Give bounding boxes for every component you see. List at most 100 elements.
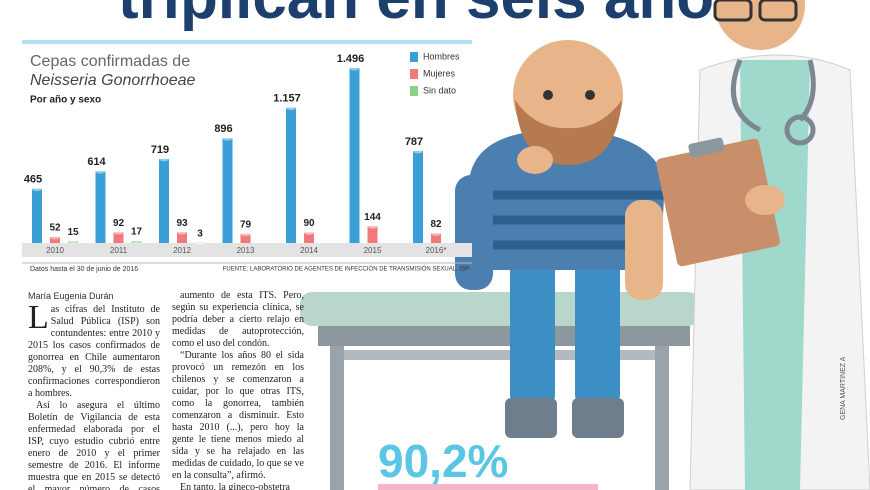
glasses: [713, 0, 753, 22]
x-tick-label: 2016*: [426, 246, 447, 255]
paragraph: “Durante los años 80 el sida provocó un …: [172, 350, 304, 481]
leg: [510, 255, 555, 405]
data-label: 1.496: [337, 53, 365, 65]
data-label: 79: [240, 219, 252, 230]
paragraph: aumento de esta ITS. Pero, según su expe…: [172, 290, 304, 349]
data-label: 896: [214, 123, 232, 135]
bar-cap: [349, 65, 360, 71]
data-label: 90: [303, 218, 315, 229]
bar-cap: [367, 223, 378, 229]
x-tick-label: 2012: [173, 246, 191, 255]
x-tick-label: 2014: [300, 246, 318, 255]
bar: [177, 232, 187, 243]
bar: [286, 107, 296, 243]
credit: GENA MARTINEZ A: [840, 356, 847, 420]
note: Datos hasta el 30 de junio de 2016: [30, 266, 138, 273]
shoe: [572, 398, 624, 438]
bed-leg: [330, 346, 344, 490]
chart-title: Cepas confirmadas de: [30, 53, 190, 70]
bar: [131, 241, 142, 243]
legend-label: Hombres: [423, 51, 460, 61]
data-label: 52: [49, 223, 61, 234]
bar-cap: [113, 229, 124, 235]
data-label: 787: [405, 136, 423, 148]
data-label: 1.157: [273, 93, 301, 105]
legend-label: Sin dato: [423, 85, 456, 95]
bar-cap: [304, 229, 314, 235]
bed-bar: [344, 350, 655, 360]
head: [715, 0, 805, 50]
bar-cap: [286, 105, 296, 111]
bar: [222, 138, 233, 243]
bar: [32, 188, 42, 243]
hand: [745, 185, 785, 215]
bar: [50, 236, 60, 243]
chart-title-italic: Neisseria Gonorrhoeae: [30, 72, 196, 89]
bar-cap: [222, 135, 233, 141]
baseline-band: [22, 243, 472, 257]
data-label: 614: [87, 156, 106, 168]
glasses: [758, 0, 798, 22]
data-label: 719: [151, 144, 169, 156]
bar: [240, 233, 251, 243]
author: María Eugenia Durán: [28, 291, 114, 301]
article-column: Las cifras del Instituto de Salud Públic…: [28, 304, 160, 490]
bar: [68, 241, 78, 243]
bar: [431, 233, 441, 243]
bar-cap: [32, 186, 42, 192]
stethoscope: [784, 114, 816, 146]
data-label: 3: [197, 228, 203, 239]
bar-cap: [240, 231, 251, 237]
x-tick-label: 2013: [237, 246, 255, 255]
eye: [543, 90, 553, 100]
data-label: 144: [364, 212, 381, 223]
bar: [304, 232, 314, 243]
callout-strip: [378, 484, 598, 490]
clip: [688, 137, 725, 158]
x-tick-label: 2010: [46, 246, 64, 255]
arm: [455, 175, 493, 290]
article-column: aumento de esta ITS. Pero, según su expe…: [172, 290, 304, 490]
data-label: 92: [113, 218, 125, 229]
clipboard: [656, 137, 780, 267]
x-tick-label: 2011: [110, 246, 128, 255]
shoe: [505, 398, 557, 438]
eye: [585, 90, 595, 100]
headline: triplican en seis años: [118, 0, 749, 33]
source: FUENTE: LABORATORIO DE AGENTES DE INFECC…: [223, 266, 471, 273]
data-label: 465: [24, 174, 42, 186]
data-label: 15: [67, 227, 79, 238]
hand: [517, 146, 553, 174]
legend-marker: [410, 52, 418, 62]
data-label: 82: [430, 219, 442, 230]
bed-leg: [655, 346, 669, 490]
bar-cap: [68, 238, 78, 244]
chart: Cepas confirmadas de Neisseria Gonorrhoe…: [22, 40, 472, 273]
bar-cap: [95, 168, 106, 174]
paragraph: Así lo asegura el último Boletín de Vigi…: [28, 400, 160, 490]
legend-marker: [410, 86, 418, 96]
data-label: 17: [131, 227, 143, 238]
chart-subtitle: Por año y sexo: [30, 95, 101, 106]
bed-frame: [318, 326, 690, 346]
legend-label: Mujeres: [423, 68, 456, 78]
clipboard-board: [656, 138, 780, 267]
paragraph: En tanto, la gineco-obstetra: [180, 482, 290, 490]
legend-marker: [410, 69, 418, 79]
bar: [367, 226, 378, 243]
bar: [413, 150, 423, 243]
bar-cap: [131, 238, 142, 244]
head: [513, 40, 623, 150]
paragraph: Las cifras del Instituto de Salud Públic…: [28, 304, 160, 399]
arm: [625, 200, 663, 300]
bar: [95, 171, 106, 243]
data-label: 93: [176, 218, 188, 229]
leg: [575, 255, 620, 405]
bar-cap: [195, 240, 205, 246]
x-tick-label: 2015: [364, 246, 382, 255]
bar: [349, 68, 360, 243]
bar-cap: [50, 234, 60, 240]
bar: [159, 158, 169, 243]
